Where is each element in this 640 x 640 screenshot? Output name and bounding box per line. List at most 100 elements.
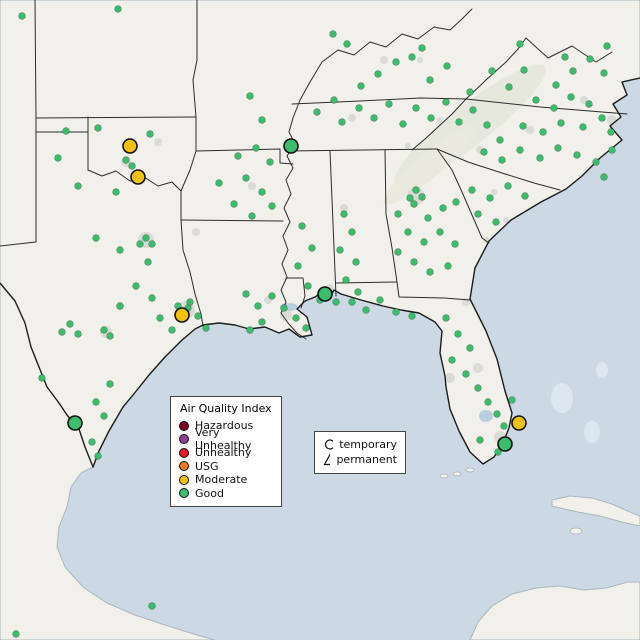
temporary-monitor-marker[interactable] [283,138,299,154]
monitor-dot[interactable] [494,448,502,456]
monitor-dot[interactable] [74,182,82,190]
monitor-dot[interactable] [62,127,70,135]
monitor-dot[interactable] [352,258,360,266]
monitor-dot[interactable] [468,186,476,194]
monitor-dot[interactable] [215,179,223,187]
monitor-dot[interactable] [410,200,418,208]
monitor-dot[interactable] [338,118,346,126]
monitor-dot[interactable] [454,330,462,338]
monitor-dot[interactable] [418,193,426,201]
monitor-dot[interactable] [308,244,316,252]
monitor-dot[interactable] [313,108,321,116]
monitor-dot[interactable] [370,114,378,122]
monitor-dot[interactable] [100,412,108,420]
monitor-dot[interactable] [298,222,306,230]
monitor-dot[interactable] [302,324,310,332]
monitor-dot[interactable] [466,88,474,96]
monitor-dot[interactable] [38,374,46,382]
monitor-dot[interactable] [451,240,459,248]
monitor-dot[interactable] [194,312,202,320]
monitor-dot[interactable] [106,332,114,340]
monitor-dot[interactable] [508,396,516,404]
monitor-dot[interactable] [410,258,418,266]
monitor-dot[interactable] [498,156,506,164]
monitor-dot[interactable] [552,81,560,89]
monitor-dot[interactable] [168,326,176,334]
monitor-dot[interactable] [348,298,356,306]
monitor-dot[interactable] [332,298,340,306]
monitor-dot[interactable] [480,148,488,156]
monitor-dot[interactable] [532,96,540,104]
monitor-dot[interactable] [374,70,382,78]
monitor-dot[interactable] [462,370,470,378]
monitor-dot[interactable] [608,146,616,154]
monitor-dot[interactable] [343,40,351,48]
temporary-monitor-marker[interactable] [67,415,83,431]
monitor-dot[interactable] [486,194,494,202]
monitor-dot[interactable] [474,384,482,392]
monitor-dot[interactable] [116,302,124,310]
monitor-dot[interactable] [156,314,164,322]
monitor-dot[interactable] [106,380,114,388]
monitor-dot[interactable] [294,262,302,270]
monitor-dot[interactable] [355,104,363,112]
monitor-dot[interactable] [268,292,276,300]
monitor-dot[interactable] [592,158,600,166]
monitor-dot[interactable] [392,58,400,66]
monitor-dot[interactable] [92,234,100,242]
monitor-dot[interactable] [493,410,501,418]
monitor-dot[interactable] [246,326,254,334]
temporary-monitor-marker[interactable] [130,169,146,185]
monitor-dot[interactable] [246,92,254,100]
monitor-dot[interactable] [488,67,496,75]
monitor-dot[interactable] [483,121,491,129]
monitor-dot[interactable] [336,246,344,254]
monitor-dot[interactable] [329,30,337,38]
monitor-dot[interactable] [519,122,527,130]
monitor-dot[interactable] [516,146,524,154]
monitor-dot[interactable] [242,290,250,298]
monitor-dot[interactable] [516,40,524,48]
monitor-dot[interactable] [12,630,20,638]
monitor-dot[interactable] [202,324,210,332]
monitor-dot[interactable] [144,258,152,266]
monitor-dot[interactable] [266,158,274,166]
monitor-dot[interactable] [394,248,402,256]
monitor-dot[interactable] [92,398,100,406]
monitor-dot[interactable] [505,83,513,91]
monitor-dot[interactable] [476,436,484,444]
monitor-dot[interactable] [112,188,120,196]
monitor-dot[interactable] [426,268,434,276]
monitor-dot[interactable] [521,192,529,200]
monitor-dot[interactable] [557,119,565,127]
monitor-dot[interactable] [252,144,260,152]
monitor-dot[interactable] [420,238,428,246]
monitor-dot[interactable] [230,200,238,208]
monitor-dot[interactable] [94,452,102,460]
monitor-dot[interactable] [469,106,477,114]
monitor-dot[interactable] [500,422,508,430]
monitor-dot[interactable] [424,214,432,222]
monitor-dot[interactable] [536,154,544,162]
monitor-dot[interactable] [258,116,266,124]
monitor-dot[interactable] [66,320,74,328]
monitor-dot[interactable] [340,210,348,218]
temporary-monitor-marker[interactable] [317,286,333,302]
monitor-dot[interactable] [474,210,482,218]
monitor-dot[interactable] [354,288,362,296]
monitor-dot[interactable] [94,124,102,132]
monitor-dot[interactable] [292,314,300,322]
monitor-dot[interactable] [443,62,451,70]
monitor-dot[interactable] [567,93,575,101]
monitor-dot[interactable] [148,294,156,302]
monitor-dot[interactable] [58,328,66,336]
monitor-dot[interactable] [579,123,587,131]
monitor-dot[interactable] [455,118,463,126]
monitor-dot[interactable] [561,53,569,61]
monitor-dot[interactable] [439,204,447,212]
monitor-dot[interactable] [408,53,416,61]
monitor-dot[interactable] [412,104,420,112]
monitor-dot[interactable] [304,282,312,290]
monitor-dot[interactable] [404,228,412,236]
